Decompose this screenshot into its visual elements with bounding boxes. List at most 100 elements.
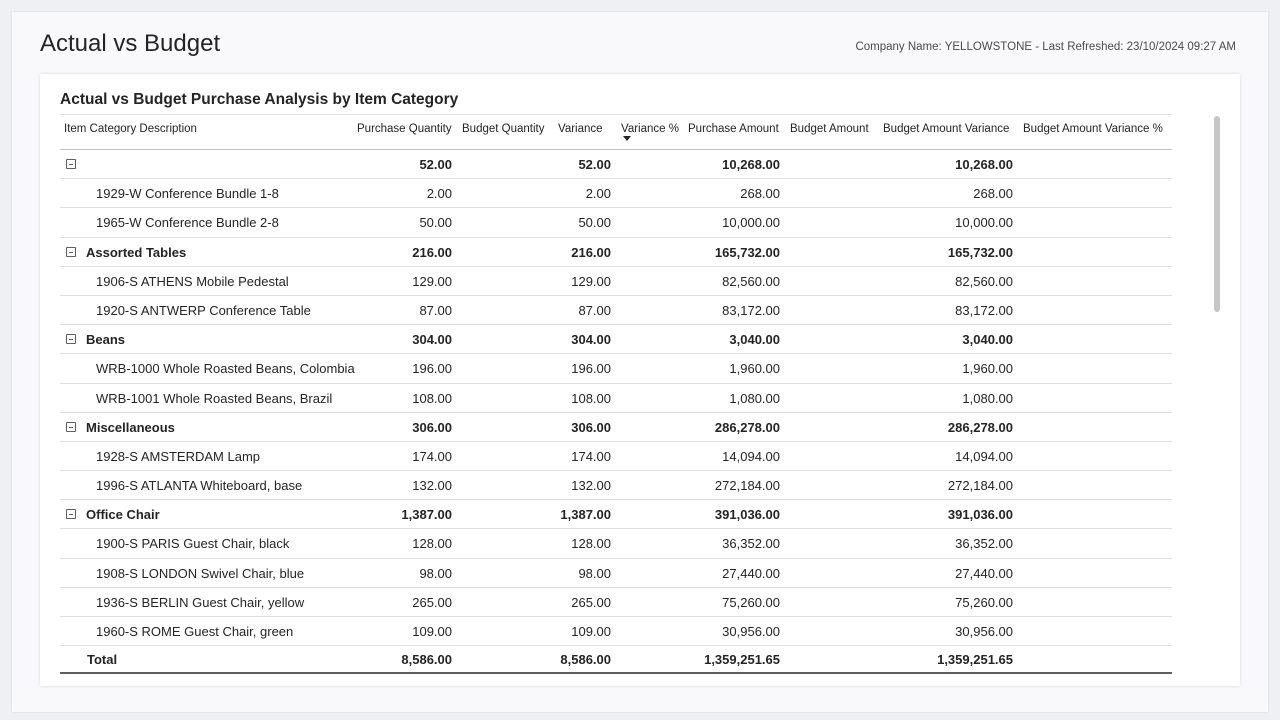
collapse-icon[interactable]	[66, 334, 76, 345]
purchase-amount-cell: 268.00	[740, 186, 780, 202]
purchase-amount-cell: 3,040.00	[729, 332, 780, 348]
purchase-quantity-cell: 304.00	[412, 332, 452, 348]
purchase-amount-cell: 14,094.00	[722, 448, 780, 464]
variance-cell: 52.00	[578, 157, 611, 172]
item-label: 1996-S ATLANTA Whiteboard, base	[96, 478, 303, 494]
purchase-amount-cell: 83,172.00	[722, 302, 780, 318]
item-row[interactable]: 1965-W Conference Bundle 2-8 50.00 50.00 10…	[60, 208, 1172, 238]
col-header-variance-pct[interactable]: Variance %	[621, 123, 679, 135]
total-budget-amount-variance: 1,359,251.65	[937, 652, 1013, 668]
col-header-budget-amount-variance[interactable]: Budget Amount Variance	[883, 123, 1010, 135]
budget-amount-variance-cell: 14,094.00	[955, 448, 1013, 464]
col-header-purchase-amount[interactable]: Purchase Amount	[688, 123, 779, 135]
item-label: 1906-S ATHENS Mobile Pedestal	[96, 273, 289, 289]
item-label: 1920-S ANTWERP Conference Table	[96, 302, 311, 318]
item-row[interactable]: 1996-S ATLANTA Whiteboard, base 132.00 132…	[60, 471, 1172, 501]
category-group-row[interactable]: Miscellaneous 306.00 306.00 286,278.00 286,2…	[60, 413, 1172, 442]
collapse-icon[interactable]	[66, 421, 76, 432]
purchase-quantity-cell: 196.00	[412, 361, 452, 377]
company-refresh-info: Company Name: YELLOWSTONE - Last Refresh…	[855, 41, 1236, 53]
vertical-scrollbar[interactable]	[1214, 116, 1220, 312]
matrix-visual[interactable]: Actual vs Budget Purchase Analysis by It…	[40, 74, 1240, 686]
item-row[interactable]: 1920-S ANTWERP Conference Table 87.00 87.0…	[60, 296, 1172, 326]
variance-cell: 196.00	[571, 361, 611, 377]
item-label: WRB-1001 Whole Roasted Beans, Brazil	[96, 390, 333, 406]
item-label: 1900-S PARIS Guest Chair, black	[96, 536, 290, 552]
variance-cell: 306.00	[571, 419, 611, 435]
category-group-row[interactable]: Beans 304.00 304.00 3,040.00 3,040.00	[60, 325, 1172, 355]
purchase-quantity-cell: 128.00	[412, 536, 452, 552]
item-row[interactable]: 1936-S BERLIN Guest Chair, yellow 265.00 2…	[60, 588, 1172, 617]
variance-cell: 129.00	[571, 273, 611, 289]
visual-title: Actual vs Budget Purchase Analysis by It…	[60, 91, 459, 108]
budget-amount-variance-cell: 10,268.00	[955, 157, 1013, 172]
item-row[interactable]: WRB-1001 Whole Roasted Beans, Brazil 108.…	[60, 384, 1172, 413]
col-header-budget-amount[interactable]: Budget Amount	[790, 123, 869, 135]
budget-amount-variance-cell: 3,040.00	[962, 332, 1013, 348]
budget-amount-variance-cell: 83,172.00	[955, 302, 1013, 318]
budget-amount-variance-cell: 27,440.00	[955, 565, 1013, 581]
col-header-purchase-quantity[interactable]: Purchase Quantity	[357, 123, 452, 135]
purchase-quantity-cell: 174.00	[412, 448, 452, 464]
item-label: 1929-W Conference Bundle 1-8	[96, 186, 279, 202]
column-header-row: Item Category Description Purchase Quant…	[60, 114, 1172, 150]
purchase-amount-cell: 75,260.00	[722, 594, 780, 610]
budget-amount-variance-cell: 272,184.00	[947, 478, 1013, 494]
col-header-budget-quantity[interactable]: Budget Quantity	[462, 123, 545, 135]
variance-cell: 50.00	[578, 215, 611, 231]
item-row[interactable]: 1906-S ATHENS Mobile Pedestal 129.00 129.0…	[60, 267, 1172, 296]
budget-amount-variance-cell: 165,732.00	[947, 244, 1013, 260]
collapse-icon[interactable]	[66, 509, 76, 520]
collapse-icon[interactable]	[66, 246, 76, 257]
col-header-variance[interactable]: Variance	[558, 123, 603, 135]
item-label: 1928-S AMSTERDAM Lamp	[96, 448, 261, 464]
matrix-table: Item Category Description Purchase Quant…	[60, 114, 1172, 675]
category-group-row[interactable]: Assorted Tables 216.00 216.00 165,732.00 165…	[60, 238, 1172, 267]
matrix-body: 52.00 52.00 10,268.00 10,268.00 1929-W Confe…	[60, 150, 1172, 647]
purchase-amount-cell: 10,268.00	[722, 157, 780, 172]
item-row[interactable]: WRB-1000 Whole Roasted Beans, Colombia 19…	[60, 354, 1172, 384]
total-row: Total 8,586.00 8,586.00 1,359,251.65 1,3…	[60, 646, 1172, 675]
purchase-amount-cell: 30,956.00	[722, 624, 780, 639]
purchase-quantity-cell: 265.00	[412, 594, 452, 610]
total-purchase-amount: 1,359,251.65	[704, 652, 780, 668]
purchase-quantity-cell: 129.00	[412, 273, 452, 289]
budget-amount-variance-cell: 10,000.00	[955, 215, 1013, 231]
category-label: Office Chair	[86, 507, 160, 523]
budget-amount-variance-cell: 1,080.00	[962, 390, 1013, 406]
item-label: 1936-S BERLIN Guest Chair, yellow	[96, 594, 305, 610]
col-header-budget-amount-variance-pct[interactable]: Budget Amount Variance %	[1023, 123, 1163, 135]
category-group-row[interactable]: Office Chair 1,387.00 1,387.00 391,036.00 39…	[60, 500, 1172, 530]
purchase-amount-cell: 36,352.00	[722, 536, 780, 552]
purchase-amount-cell: 1,960.00	[729, 361, 780, 377]
purchase-quantity-cell: 50.00	[419, 215, 452, 231]
variance-cell: 265.00	[571, 594, 611, 610]
variance-cell: 216.00	[571, 244, 611, 260]
item-row[interactable]: 1908-S LONDON Swivel Chair, blue 98.00 98.…	[60, 559, 1172, 588]
budget-amount-variance-cell: 30,956.00	[955, 624, 1013, 639]
purchase-quantity-cell: 52.00	[419, 157, 452, 172]
collapse-icon[interactable]	[66, 159, 76, 169]
variance-cell: 87.00	[578, 302, 611, 318]
purchase-amount-cell: 27,440.00	[722, 565, 780, 581]
budget-amount-variance-cell: 75,260.00	[955, 594, 1013, 610]
purchase-quantity-cell: 109.00	[412, 624, 452, 639]
category-label: Assorted Tables	[86, 244, 187, 260]
purchase-amount-cell: 286,278.00	[714, 419, 780, 435]
page-title: Actual vs Budget	[40, 30, 221, 57]
item-row[interactable]: 1900-S PARIS Guest Chair, black 128.00 128…	[60, 529, 1172, 559]
purchase-amount-cell: 165,732.00	[714, 244, 780, 260]
purchase-amount-cell: 82,560.00	[722, 273, 780, 289]
category-group-row[interactable]: 52.00 52.00 10,268.00 10,268.00	[60, 150, 1172, 180]
variance-cell: 109.00	[571, 624, 611, 639]
variance-cell: 1,387.00	[560, 507, 611, 523]
sort-descending-icon	[623, 136, 631, 141]
variance-cell: 98.00	[578, 565, 611, 581]
col-header-item-category[interactable]: Item Category Description	[64, 123, 197, 135]
category-label: Beans	[86, 332, 126, 348]
item-row[interactable]: 1960-S ROME Guest Chair, green 109.00 109.…	[60, 617, 1172, 647]
item-row[interactable]: 1928-S AMSTERDAM Lamp 174.00 174.00 14,094.…	[60, 442, 1172, 472]
item-row[interactable]: 1929-W Conference Bundle 1-8 2.00 2.00 268.…	[60, 179, 1172, 209]
purchase-amount-cell: 391,036.00	[714, 507, 780, 523]
purchase-quantity-cell: 306.00	[412, 419, 452, 435]
